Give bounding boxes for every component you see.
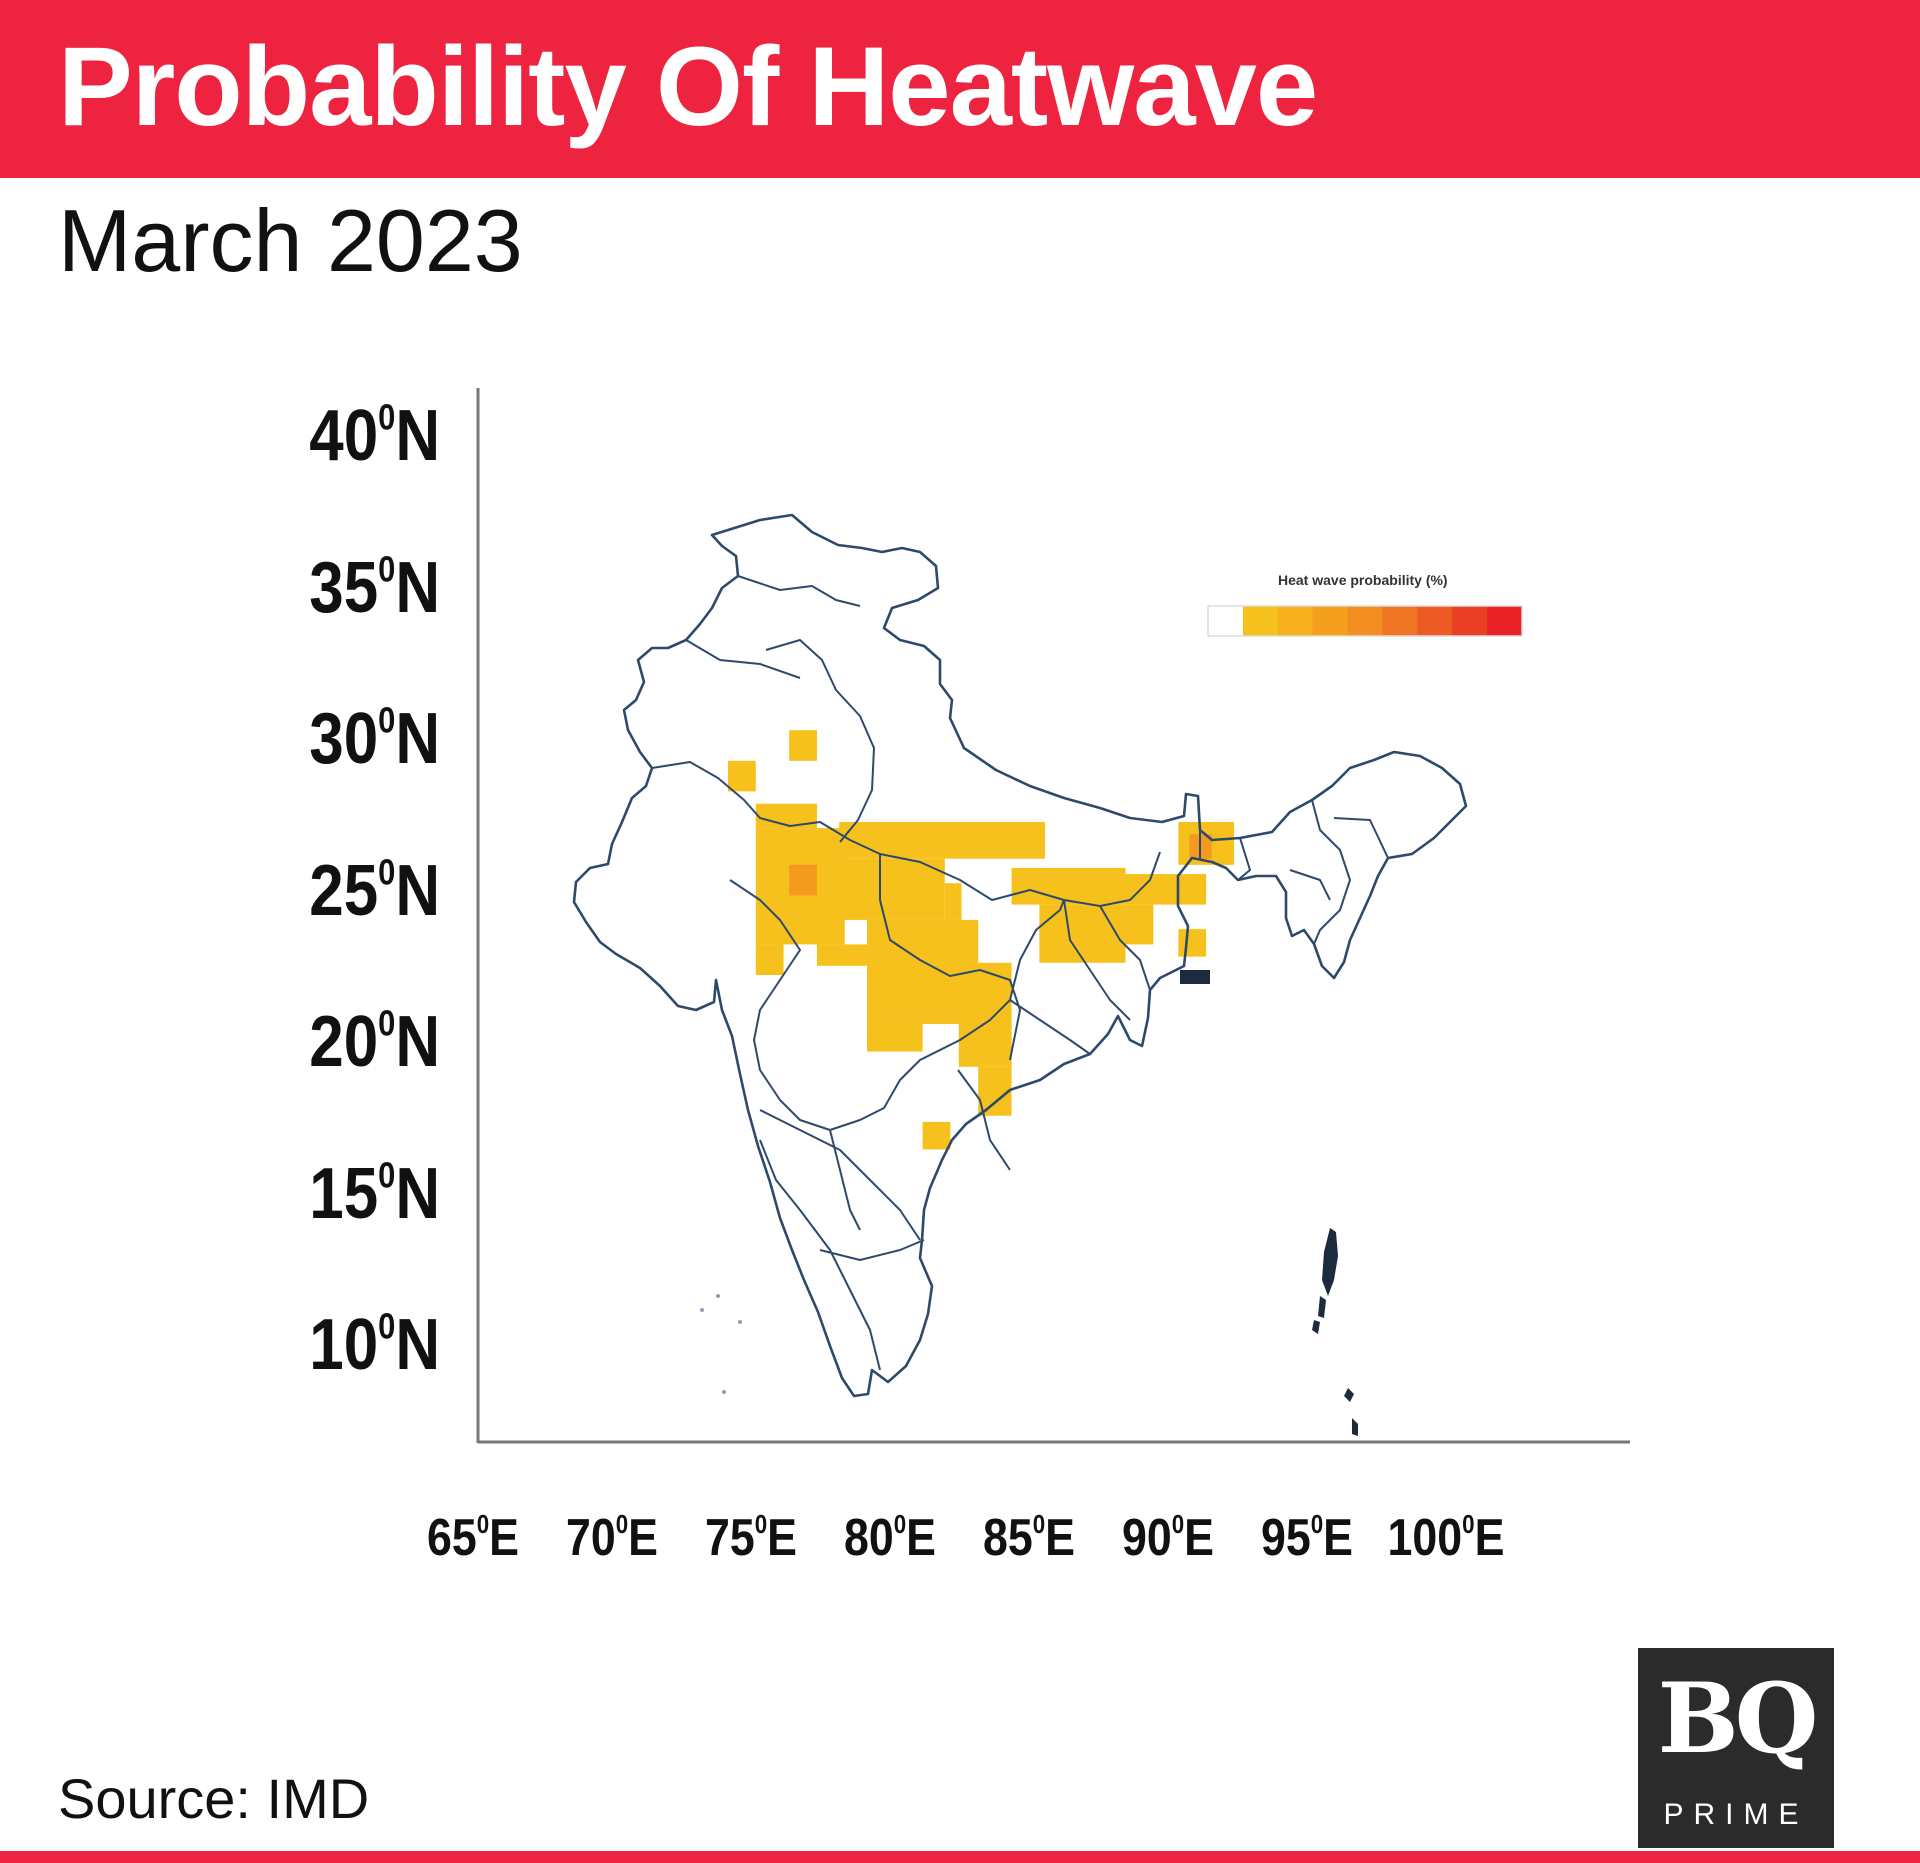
x-tick-label: 850E [982,1508,1076,1567]
legend-swatch [1277,606,1314,636]
india-map-outline [572,513,1468,1398]
legend-swatch [1208,606,1244,636]
x-tick-label: 950E [1260,1508,1354,1567]
heatwave-cell [1178,929,1207,957]
y-tick-label: 200N [309,1002,440,1082]
legend-swatch [1242,606,1279,636]
y-tick-label: 100N [309,1305,440,1385]
heatwave-cell [1125,904,1154,945]
lakshadweep-islands [700,1294,742,1394]
heatwave-cell [755,944,784,975]
legend-swatch [1487,606,1523,636]
heatwave-cell [922,1121,951,1150]
title-bar [0,0,1920,178]
x-tick-label: 750E [704,1508,798,1567]
chart-title: Probability Of Heatwave [58,24,1318,149]
y-tick-label: 400N [309,396,440,476]
legend-swatch [1417,606,1453,636]
legend-swatch [1347,606,1383,636]
andaman-nicobar-islands [1312,1228,1358,1436]
heatwave-cell [958,962,1012,1067]
y-tick-label: 350N [309,547,440,628]
india-boundary [572,513,1468,1398]
legend-title: Heat wave probability (%) [1278,572,1448,588]
logo-subtitle: PRIME [1663,1798,1809,1831]
state-boundaries [651,575,1389,1371]
heatwave-cell [978,1066,1012,1116]
heatwave-cell [944,883,962,920]
legend-colorbar [1208,606,1523,636]
legend-swatch [1452,606,1488,636]
heatwave-cell [816,944,867,966]
legend-swatch [1312,606,1349,636]
x-tick-label: 800E [843,1508,937,1567]
heatwave-cell [867,1023,923,1052]
bottom-accent-bar [0,1851,1920,1863]
legend-swatch [1382,606,1418,636]
coastal-marker [1180,970,1210,984]
heatwave-cell [728,760,756,792]
heatwave-cell [839,822,1045,859]
x-tick-label: 1000E [1387,1508,1505,1567]
x-tick-label: 650E [426,1508,520,1567]
bq-prime-logo: BQ PRIME [1638,1648,1834,1848]
legend-frame [1207,605,1523,637]
heatwave-cell [789,864,817,896]
heatwave-cell [1011,867,1126,905]
x-tick-label: 700E [565,1508,659,1567]
heatwave-cells [728,730,1234,1150]
chart-subtitle: March 2023 [58,191,523,290]
heatwave-cell [789,730,817,761]
heatwave-cell [1039,904,1126,963]
y-tick-label: 300N [309,699,440,779]
logo-wordmark: BQ [1657,1662,1819,1775]
y-tick-label: 150N [309,1153,440,1234]
source-note: Source: IMD [58,1767,370,1830]
heatwave-cell [839,858,945,920]
x-tick-label: 900E [1121,1508,1215,1567]
y-tick-label: 250N [309,850,440,931]
heatwave-cell [1125,874,1207,905]
